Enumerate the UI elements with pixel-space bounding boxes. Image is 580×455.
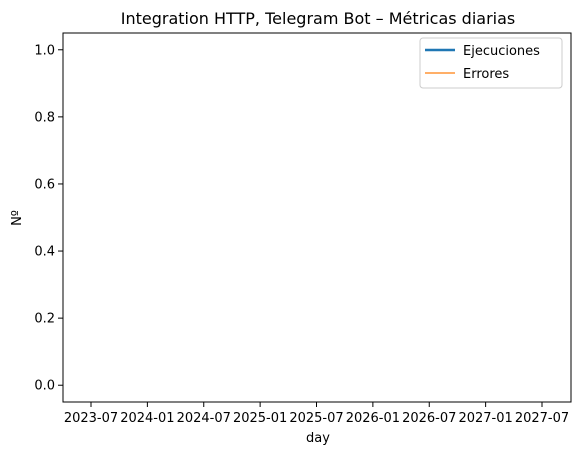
x-axis-label: day: [306, 431, 330, 446]
x-tick-label: 2025-07: [289, 411, 343, 426]
legend: Ejecuciones Errores: [419, 37, 563, 89]
x-tick-label: 2024-01: [120, 411, 174, 426]
x-tick-label: 2026-07: [402, 411, 456, 426]
plot-area: [62, 32, 572, 403]
legend-label-errores: Errores: [463, 67, 509, 82]
y-tick-label: 0.0: [34, 379, 55, 394]
y-tick-label: 0.8: [34, 110, 55, 125]
y-axis-label: Nº: [10, 210, 25, 226]
x-tick-label: 2025-01: [233, 411, 287, 426]
y-tick-label: 1.0: [34, 43, 55, 58]
x-axis-ticks: 2023-07 2024-01 2024-07 2025-01 2025-07 2026-…: [64, 402, 569, 426]
x-tick-label: 2027-07: [515, 411, 569, 426]
y-tick-label: 0.2: [34, 312, 55, 327]
legend-label-ejecuciones: Ejecuciones: [463, 44, 540, 59]
y-axis-ticks: 0.0 0.2 0.4 0.6 0.8 1.0: [34, 43, 63, 394]
x-tick-label: 2023-07: [64, 411, 118, 426]
y-tick-label: 0.4: [34, 245, 55, 260]
legend-frame: [419, 37, 563, 89]
x-tick-label: 2027-01: [458, 411, 512, 426]
x-tick-label: 2026-01: [346, 411, 400, 426]
y-tick-label: 0.6: [34, 177, 55, 192]
x-tick-label: 2024-07: [177, 411, 231, 426]
chart-title: Integration HTTP, Telegram Bot – Métrica…: [121, 9, 516, 28]
